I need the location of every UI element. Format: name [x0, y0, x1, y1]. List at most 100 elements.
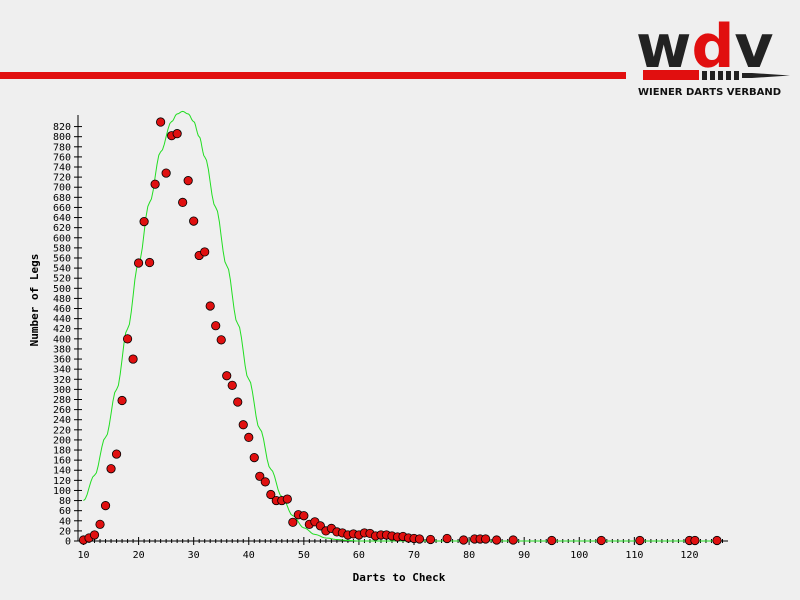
y-tick-label: 340 — [53, 365, 71, 376]
data-point — [106, 464, 116, 474]
x-tick-label: 120 — [680, 550, 698, 561]
data-point — [128, 354, 138, 364]
y-tick-label: 420 — [53, 324, 71, 335]
data-point — [288, 517, 298, 527]
data-point — [133, 258, 144, 268]
y-tick-label: 20 — [59, 526, 71, 537]
data-point — [95, 519, 105, 529]
y-tick-label: 80 — [59, 496, 71, 507]
data-point — [178, 197, 188, 207]
wdv-logo: wdv WIENER DARTS VERBAND — [636, 12, 790, 98]
data-point — [282, 494, 292, 504]
data-point — [458, 535, 469, 545]
y-tick-label: 380 — [53, 344, 71, 355]
y-tick-label: 200 — [53, 435, 71, 446]
y-tick-label: 800 — [53, 132, 71, 143]
y-tick-label: 180 — [53, 446, 71, 457]
data-point — [244, 432, 254, 442]
data-point — [89, 530, 100, 540]
data-point — [299, 511, 309, 521]
x-tick-label: 100 — [570, 550, 588, 561]
y-tick-label: 320 — [53, 375, 71, 386]
x-tick-label: 30 — [188, 550, 200, 561]
y-tick-label: 260 — [53, 405, 71, 416]
data-points — [78, 117, 722, 546]
y-tick-label: 580 — [53, 243, 71, 254]
logo-subtitle: WIENER DARTS VERBAND — [638, 87, 781, 98]
y-axis-ticks: 0204060801001201401601802002202402602803… — [53, 122, 82, 548]
data-point — [492, 535, 502, 545]
data-point — [183, 176, 193, 186]
axes — [77, 115, 728, 542]
y-tick-label: 700 — [53, 183, 71, 194]
data-point — [156, 117, 166, 127]
x-tick-label: 80 — [463, 550, 475, 561]
logo-letter-v: v — [734, 12, 773, 82]
y-tick-label: 360 — [53, 355, 71, 366]
y-tick-label: 140 — [53, 466, 71, 477]
y-tick-label: 540 — [53, 264, 71, 275]
data-point — [712, 535, 722, 546]
y-tick-label: 60 — [59, 506, 71, 517]
data-point — [690, 535, 700, 546]
data-point — [425, 534, 436, 545]
y-tick-label: 500 — [53, 284, 71, 295]
y-tick-label: 560 — [53, 253, 71, 264]
y-tick-label: 480 — [53, 294, 71, 305]
y-tick-label: 280 — [53, 395, 71, 406]
data-point — [216, 335, 226, 345]
data-point — [227, 380, 237, 390]
data-point — [100, 501, 111, 511]
data-point — [596, 535, 606, 546]
y-tick-label: 520 — [53, 274, 71, 285]
y-tick-label: 720 — [53, 173, 71, 184]
y-tick-label: 760 — [53, 152, 71, 163]
y-tick-label: 100 — [53, 486, 71, 497]
data-point — [238, 420, 248, 430]
y-tick-label: 600 — [53, 233, 71, 244]
x-tick-label: 110 — [625, 550, 643, 561]
y-tick-label: 120 — [53, 476, 71, 487]
y-tick-label: 300 — [53, 385, 71, 396]
data-point — [255, 471, 265, 481]
y-tick-label: 640 — [53, 213, 71, 224]
data-point — [481, 534, 491, 544]
y-tick-label: 440 — [53, 314, 71, 325]
x-axis-title: Darts to Check — [353, 571, 446, 584]
y-tick-label: 400 — [53, 334, 71, 345]
data-point — [172, 129, 182, 139]
dart-emblem-icon — [643, 70, 790, 80]
y-tick-label: 240 — [53, 415, 71, 426]
data-point — [266, 489, 276, 500]
data-point — [161, 168, 171, 178]
data-point — [442, 533, 452, 544]
x-tick-label: 10 — [77, 550, 89, 561]
data-point — [139, 216, 149, 227]
y-tick-label: 620 — [53, 223, 71, 234]
y-tick-label: 780 — [53, 142, 71, 153]
data-point — [145, 257, 155, 268]
data-point — [150, 179, 160, 189]
y-tick-label: 160 — [53, 456, 71, 467]
x-tick-label: 40 — [243, 550, 255, 561]
data-point — [547, 535, 557, 546]
data-point — [211, 321, 221, 331]
y-tick-label: 660 — [53, 203, 71, 214]
data-point — [122, 334, 133, 344]
x-tick-label: 60 — [353, 550, 365, 561]
fitted-curve — [83, 110, 717, 542]
data-point — [414, 534, 425, 544]
y-tick-label: 680 — [53, 193, 71, 204]
data-point — [189, 216, 199, 226]
svg-text:wdv: wdv — [636, 12, 774, 82]
y-tick-label: 820 — [53, 122, 71, 133]
y-tick-label: 0 — [65, 537, 71, 548]
y-tick-label: 220 — [53, 425, 71, 436]
data-point — [205, 301, 215, 311]
x-tick-label: 20 — [133, 550, 145, 561]
header-accent-bar — [0, 72, 626, 79]
y-tick-label: 460 — [53, 304, 71, 315]
data-point — [260, 477, 270, 487]
x-tick-label: 90 — [518, 550, 530, 561]
